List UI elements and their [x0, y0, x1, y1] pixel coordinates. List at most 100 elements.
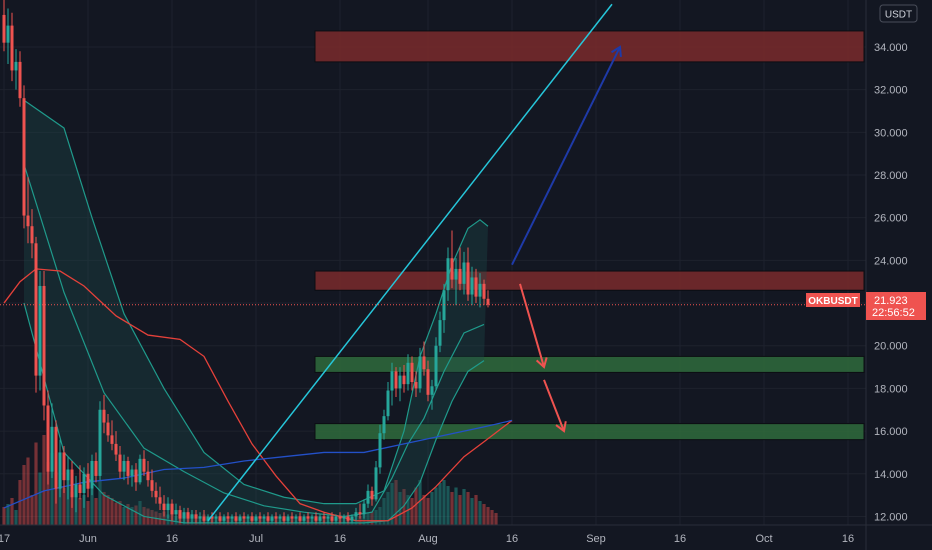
candle-body: [330, 516, 334, 521]
candle-body: [94, 460, 98, 476]
candle-body: [470, 277, 474, 295]
drawings[interactable]: [207, 3, 622, 522]
volume-bar: [30, 495, 34, 525]
volume-bar: [362, 514, 366, 525]
candle-body: [358, 512, 362, 515]
candle-body: [286, 516, 290, 521]
candle-body: [314, 516, 318, 521]
candle-body: [266, 516, 270, 521]
candle-body: [374, 467, 378, 500]
time-tick-label: 16: [166, 533, 178, 545]
volume-bar: [38, 472, 42, 525]
volume-bar: [118, 501, 122, 525]
volume-bar: [90, 489, 94, 525]
candle-body: [298, 516, 302, 521]
candle-body: [438, 320, 442, 346]
price-tick-label: 34.000: [874, 42, 908, 54]
volume-bar: [366, 513, 370, 525]
currency-badge[interactable]: [879, 4, 918, 23]
time-tick-label: 16: [842, 533, 854, 545]
volume-bar: [398, 492, 402, 525]
candle-body: [410, 362, 414, 383]
candle-body: [414, 382, 418, 389]
volume-bar: [78, 498, 82, 525]
last-price-badge: [866, 292, 926, 320]
candle-body: [202, 516, 206, 521]
volume-bar: [486, 507, 490, 525]
ema-red-line: [3, 268, 513, 522]
candle-body: [42, 285, 46, 406]
volume-bar: [94, 498, 98, 525]
volume-bar: [494, 513, 498, 525]
green-zone: [314, 423, 865, 441]
candle-body: [190, 514, 194, 519]
currency-label: USDT: [885, 10, 912, 21]
candle-body: [30, 226, 34, 244]
volume-bar: [474, 495, 478, 525]
volume-bar: [378, 507, 382, 525]
candle-body: [370, 490, 374, 500]
candle-body: [138, 458, 142, 483]
volume-bar: [162, 511, 166, 525]
candle-body: [90, 460, 94, 489]
volume-bar: [418, 480, 422, 525]
candle-body: [278, 516, 282, 519]
price-tick-label: 28.000: [874, 170, 908, 182]
volume-bar: [102, 492, 106, 525]
candle-body: [418, 356, 422, 389]
time-axis[interactable]: 17 Jun 16 Jul 16 Aug 16 Sep 16 Oct 16: [0, 524, 932, 545]
candle-body: [82, 473, 86, 493]
volume-bar: [382, 498, 386, 525]
candle-body: [474, 277, 478, 297]
candle-body: [254, 516, 258, 521]
volume-bar: [442, 480, 446, 525]
candle-body: [142, 458, 146, 472]
candle-body: [106, 422, 110, 436]
blue-arrow: [511, 46, 621, 266]
volume-bar: [130, 507, 134, 525]
volume-bar: [14, 510, 18, 525]
candle-body: [86, 473, 90, 489]
candle-body: [262, 516, 266, 519]
volume-bar: [470, 498, 474, 525]
candle-body: [378, 433, 382, 468]
candle-body: [78, 484, 82, 493]
candle-body: [390, 371, 394, 391]
candle-body: [2, 14, 6, 43]
candle-body: [326, 516, 330, 519]
time-tick-label: 16: [674, 533, 686, 545]
candle-body: [62, 452, 66, 481]
candle-body: [454, 268, 458, 280]
time-tick-label: 16: [334, 533, 346, 545]
volume-bar: [422, 495, 426, 525]
volume-bar: [370, 511, 374, 525]
volume-bar: [462, 489, 466, 525]
time-tick-label: Oct: [755, 533, 772, 545]
candle-body: [134, 469, 138, 483]
candle-body: [334, 516, 338, 521]
candle-body: [154, 490, 158, 498]
price-tick-label: 26.000: [874, 213, 908, 225]
volume-bar: [446, 486, 450, 525]
candle-body: [66, 469, 70, 481]
volume-bar: [410, 498, 414, 525]
candle-body: [162, 503, 166, 511]
price-tick-label: 14.000: [874, 469, 908, 481]
time-tick-label: Jun: [79, 533, 97, 545]
candle-body: [398, 375, 402, 389]
volume-bar: [394, 480, 398, 525]
volume-bar: [426, 498, 430, 525]
candle-body: [302, 516, 306, 521]
volume-bar: [18, 480, 22, 525]
volume-bar: [62, 487, 66, 525]
candle-body: [394, 371, 398, 389]
candle-body: [322, 516, 326, 519]
red-arrow: [543, 379, 565, 432]
candle-body: [214, 516, 218, 519]
candle-body: [246, 516, 250, 519]
candle-body: [226, 516, 230, 519]
red-zone: [314, 30, 865, 63]
candle-body: [446, 258, 450, 291]
candle-body: [482, 283, 486, 299]
